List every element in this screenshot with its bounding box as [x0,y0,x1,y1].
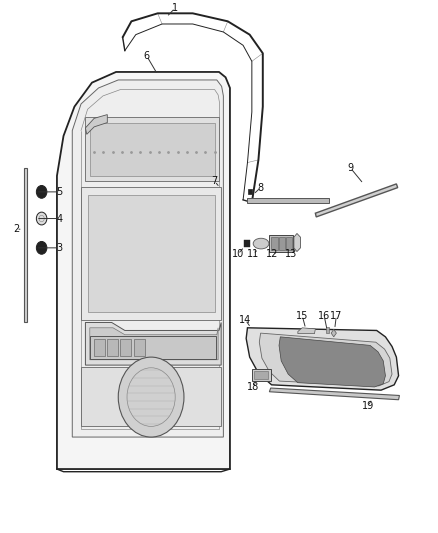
Polygon shape [246,328,399,390]
Polygon shape [269,235,293,252]
Text: 1: 1 [172,3,178,13]
Polygon shape [254,371,268,379]
Polygon shape [85,322,221,365]
Text: 15: 15 [296,311,308,320]
Text: 12: 12 [266,249,279,259]
Polygon shape [271,237,278,250]
Text: 13: 13 [285,249,297,259]
Polygon shape [85,115,107,134]
Polygon shape [279,237,285,250]
Bar [326,327,329,333]
Ellipse shape [253,238,269,249]
Circle shape [36,185,47,198]
Text: 2: 2 [13,224,19,234]
Text: 5: 5 [56,187,62,197]
Text: 3: 3 [56,243,62,253]
Polygon shape [279,337,385,387]
Text: 8: 8 [258,183,264,192]
Polygon shape [331,329,336,337]
Polygon shape [81,187,221,320]
Polygon shape [90,328,218,360]
Text: 19: 19 [362,401,374,411]
Text: 7: 7 [212,176,218,186]
Polygon shape [90,336,216,359]
Polygon shape [85,117,219,181]
Polygon shape [298,328,315,334]
Text: 4: 4 [56,214,62,223]
Polygon shape [134,339,145,356]
Polygon shape [107,339,118,356]
Polygon shape [57,72,230,469]
Bar [248,189,252,194]
Text: 14: 14 [239,315,251,325]
Polygon shape [81,367,221,426]
Polygon shape [24,168,27,322]
Polygon shape [72,80,223,437]
Bar [244,240,250,247]
Text: 11: 11 [247,249,259,259]
Polygon shape [94,339,105,356]
Polygon shape [247,198,328,203]
Polygon shape [90,123,215,176]
Text: 9: 9 [347,163,353,173]
Text: 18: 18 [247,383,259,392]
Polygon shape [252,369,271,381]
Circle shape [118,357,184,437]
Text: 17: 17 [330,311,343,320]
Circle shape [36,241,47,254]
Text: 6: 6 [144,51,150,61]
Polygon shape [315,184,398,217]
Polygon shape [286,237,292,250]
Text: 16: 16 [318,311,330,320]
Text: 10: 10 [232,249,244,259]
Polygon shape [120,339,131,356]
Polygon shape [294,233,300,252]
Polygon shape [259,333,392,386]
Polygon shape [269,388,399,400]
Circle shape [36,212,47,225]
Polygon shape [88,195,215,312]
